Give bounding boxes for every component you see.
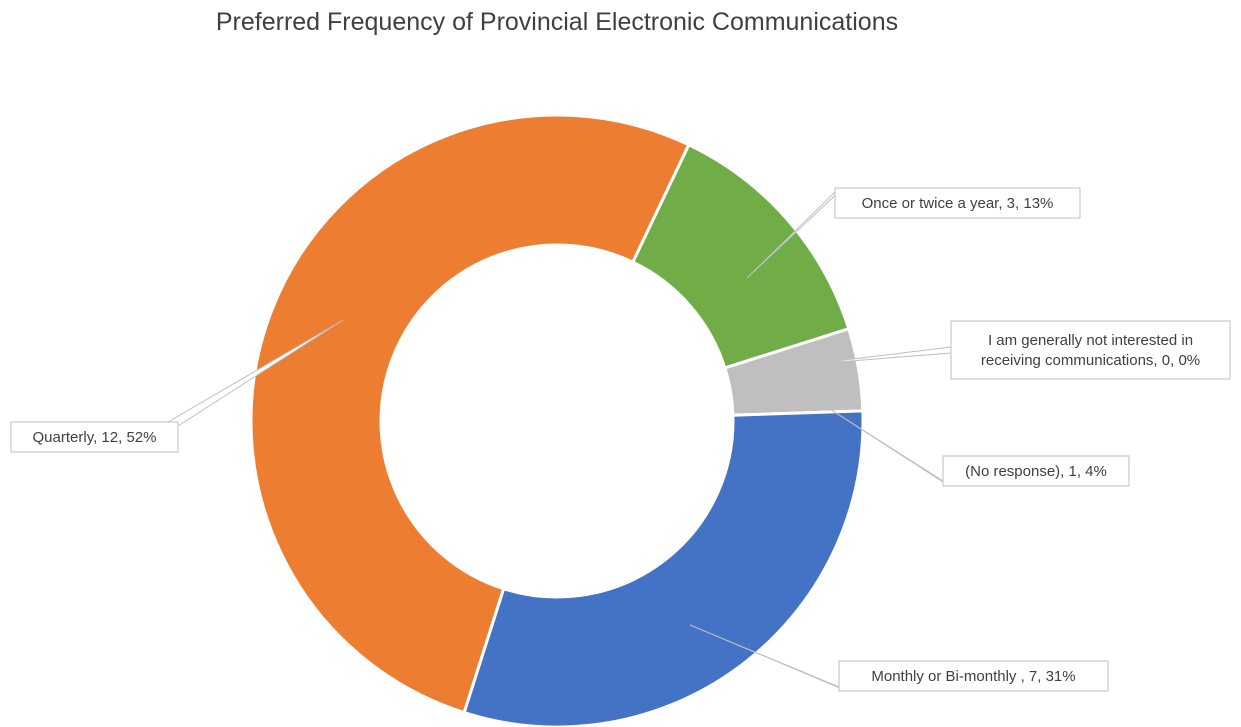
label-box xyxy=(10,421,179,453)
label-text: Once or twice a year, 3, 13% xyxy=(862,195,1054,212)
leader-lines xyxy=(166,187,952,692)
label-text: (No response), 1, 4% xyxy=(965,463,1107,480)
data-labels: Once or twice a year, 3, 13% I am general… xyxy=(10,187,1231,692)
label-box xyxy=(838,660,1109,692)
data-label-once-or-twice-a-year: Once or twice a year, 3, 13% xyxy=(834,187,1081,219)
label-box xyxy=(834,187,1081,219)
data-label-i-am-generally-not-interested-in-receiving-communications: I am generally not interested in receivin… xyxy=(950,320,1231,380)
label-text: receiving communications, 0, 0% xyxy=(981,352,1200,369)
label-text: Monthly or Bi-monthly , 7, 31% xyxy=(871,668,1075,685)
chart-title: Preferred Frequency of Provincial Electr… xyxy=(216,8,898,36)
label-box xyxy=(950,320,1231,380)
data-label-monthly-or-bi-monthly: Monthly or Bi-monthly , 7, 31% xyxy=(838,660,1109,692)
label-text: Quarterly, 12, 52% xyxy=(33,429,157,446)
label-text: I am generally not interested in xyxy=(988,332,1193,349)
data-label-quarterly: Quarterly, 12, 52% xyxy=(10,421,179,453)
slice-quarterly xyxy=(249,113,691,715)
donut-slices xyxy=(249,113,865,727)
data-label-no-response: (No response), 1, 4% xyxy=(942,455,1130,487)
slice-monthly-or-bi-monthly xyxy=(462,409,865,727)
label-box xyxy=(942,455,1130,487)
